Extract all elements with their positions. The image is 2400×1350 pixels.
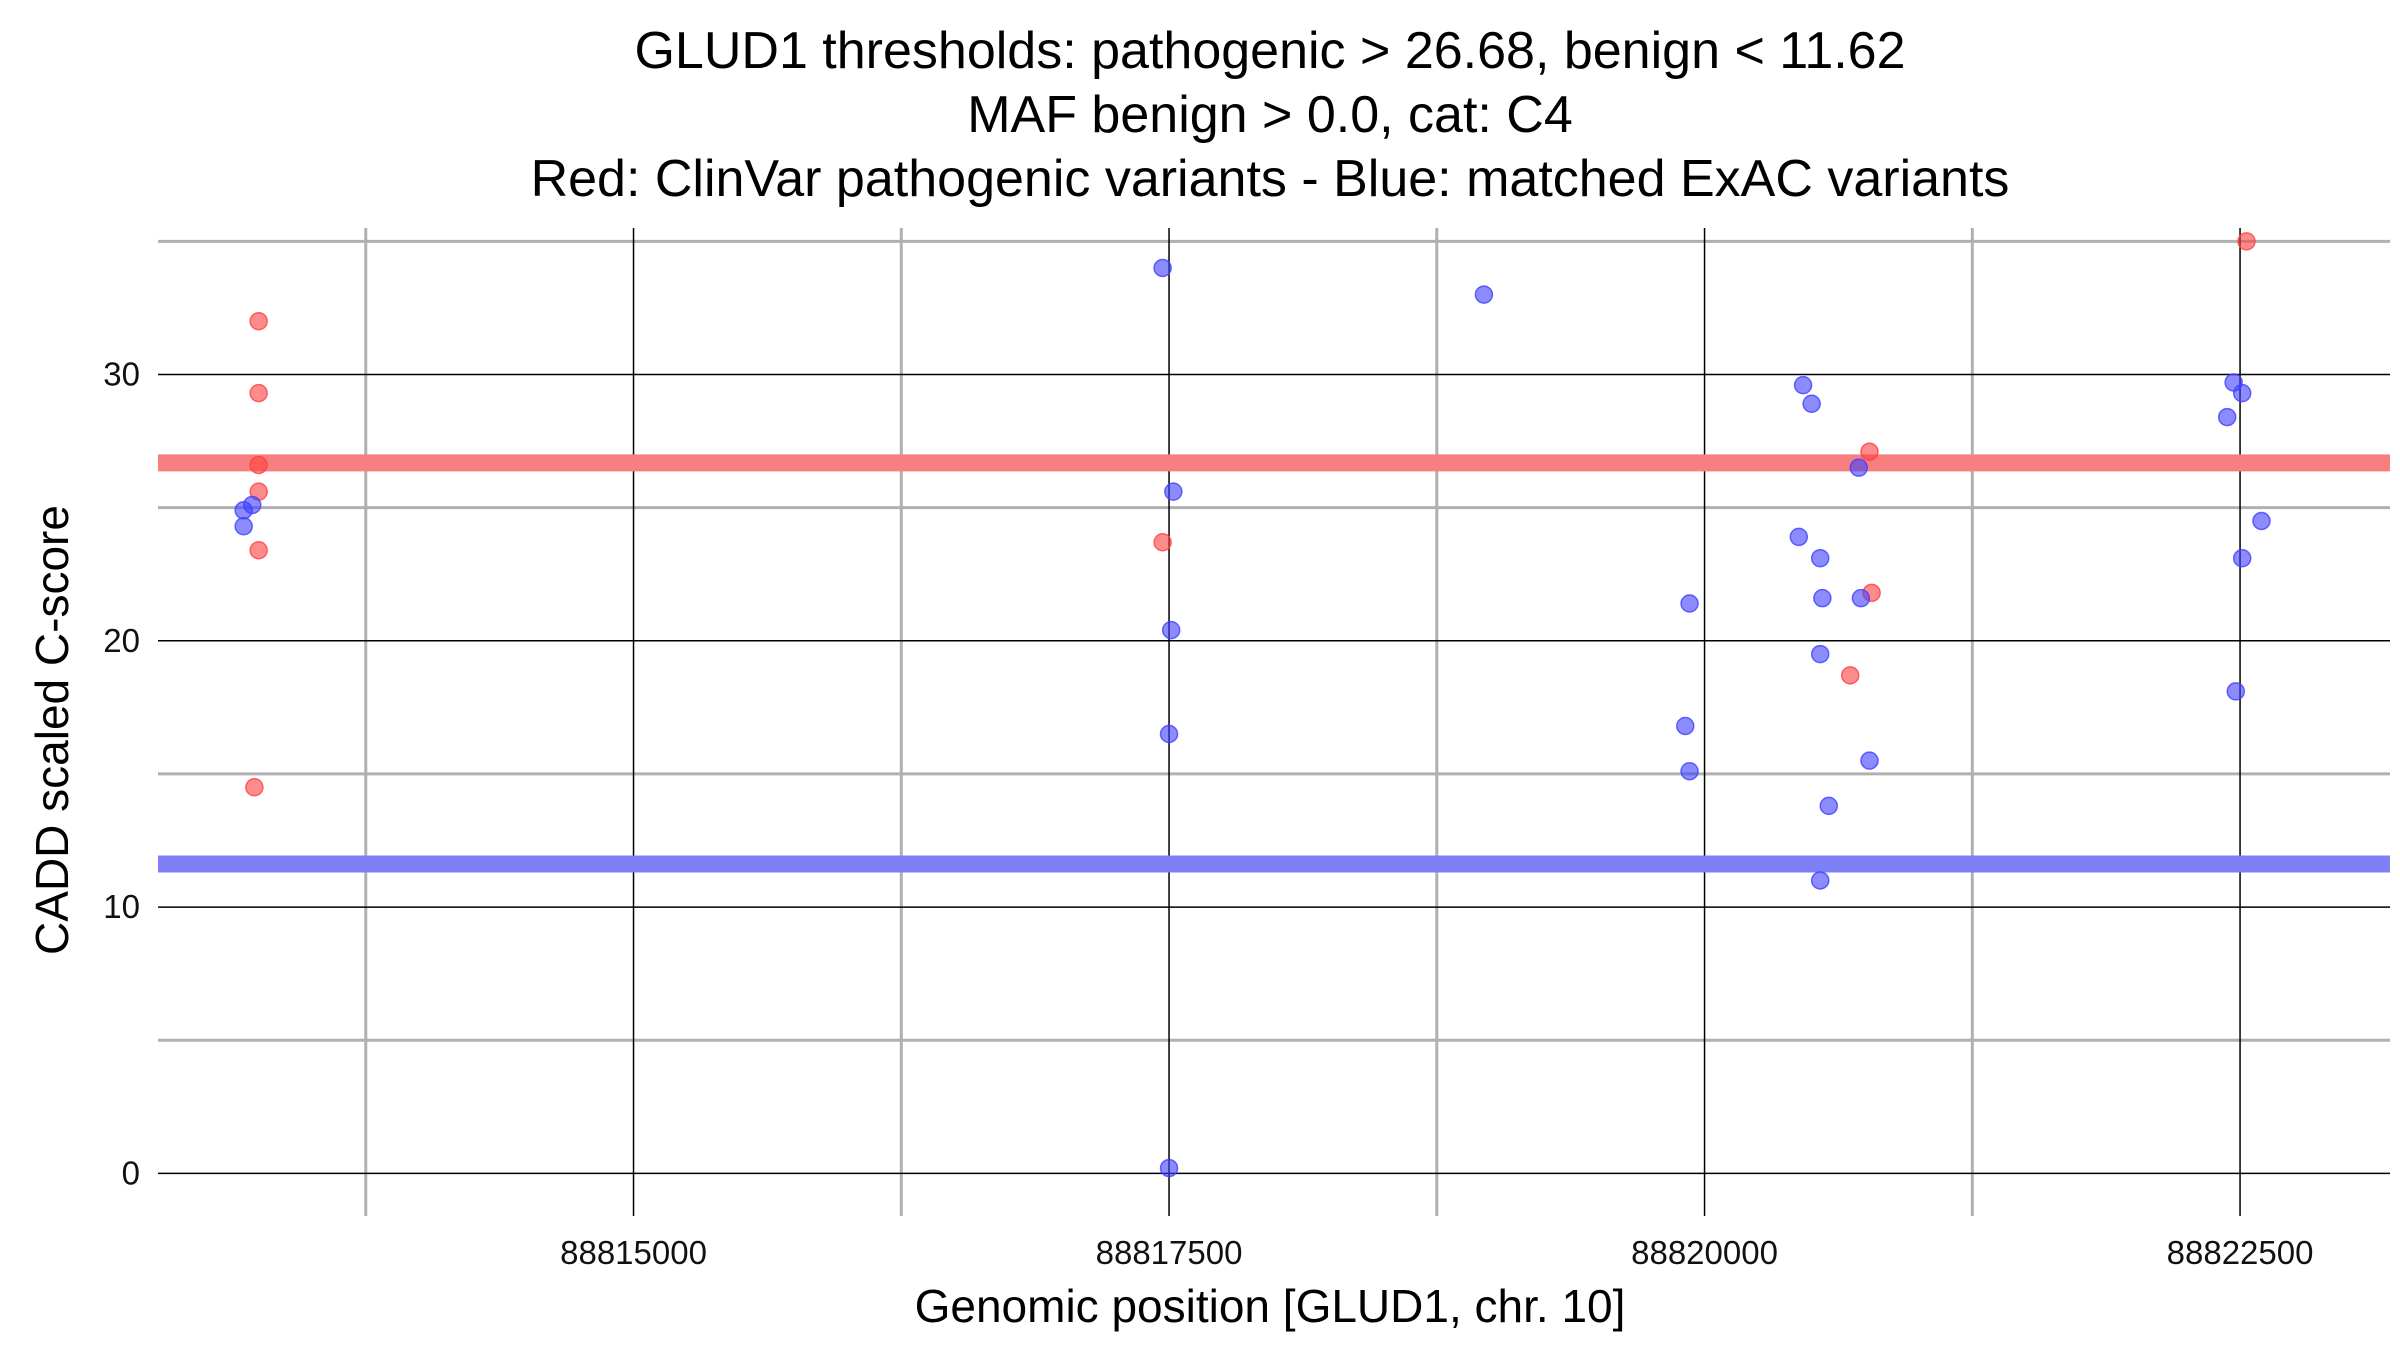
clinvar-point xyxy=(249,455,268,475)
clinvar-point xyxy=(249,311,268,331)
exac-point xyxy=(1680,594,1699,613)
exac-point xyxy=(1849,458,1869,477)
exac-point xyxy=(1810,871,1830,890)
exac-point xyxy=(1819,796,1839,816)
exac-point xyxy=(1164,482,1183,501)
y-tick-label: 10 xyxy=(103,888,140,925)
exac-point xyxy=(1802,394,1821,414)
clinvar-point xyxy=(245,777,264,797)
threshold-layer xyxy=(158,454,2390,873)
exac-point xyxy=(1161,620,1181,640)
clinvar-point xyxy=(1840,666,1860,685)
point-layer xyxy=(234,232,2271,1178)
exac-point xyxy=(1789,527,1809,547)
x-tick-label: 88820000 xyxy=(1631,1234,1778,1271)
exac-point xyxy=(1159,1158,1179,1178)
chart-title-line-2: MAF benign > 0.0, cat: C4 xyxy=(967,86,1573,144)
exac-point xyxy=(1810,548,1830,568)
exac-point xyxy=(1851,588,1871,608)
clinvar-point xyxy=(2237,232,2256,251)
exac-point xyxy=(1793,375,1813,395)
clinvar-point xyxy=(249,383,268,403)
exac-point xyxy=(1153,258,1172,278)
exac-point xyxy=(1813,588,1832,608)
chart-title-line-3: Red: ClinVar pathogenic variants - Blue:… xyxy=(531,150,2010,208)
exac-point xyxy=(1159,724,1179,744)
exac-point xyxy=(242,495,262,515)
clinvar-point xyxy=(1153,532,1172,552)
x-tick-label: 88817500 xyxy=(1096,1234,1243,1271)
exac-point xyxy=(234,517,253,536)
x-tick-label: 88815000 xyxy=(560,1234,707,1271)
exac-point xyxy=(2232,383,2252,403)
exac-point xyxy=(1474,285,1494,304)
exac-point xyxy=(2226,682,2246,701)
clinvar-point xyxy=(1860,442,1879,461)
exac-point xyxy=(1680,762,1699,781)
clinvar-point xyxy=(249,540,268,560)
exac-point xyxy=(1860,751,1879,770)
y-tick-label: 30 xyxy=(103,355,140,392)
exac-point xyxy=(1810,644,1830,664)
exac-point xyxy=(2252,511,2271,531)
exac-point xyxy=(2232,548,2252,568)
y-tick-label: 0 xyxy=(122,1154,140,1191)
exac-point xyxy=(1676,716,1695,736)
chart-title-line-1: GLUD1 thresholds: pathogenic > 26.68, be… xyxy=(634,22,1905,80)
x-tick-label: 88822500 xyxy=(2167,1234,2314,1271)
y-axis-title: CADD scaled C-score xyxy=(26,505,78,955)
y-tick-label: 20 xyxy=(103,622,140,659)
tick-layer: 0 10 20 30 88815000 88817500 88820000 88822500 xyxy=(103,355,2313,1271)
exac-point xyxy=(2217,407,2237,427)
grid-layer xyxy=(158,228,2390,1216)
x-axis-title: Genomic position [GLUD1, chr. 10] xyxy=(915,1280,1626,1332)
